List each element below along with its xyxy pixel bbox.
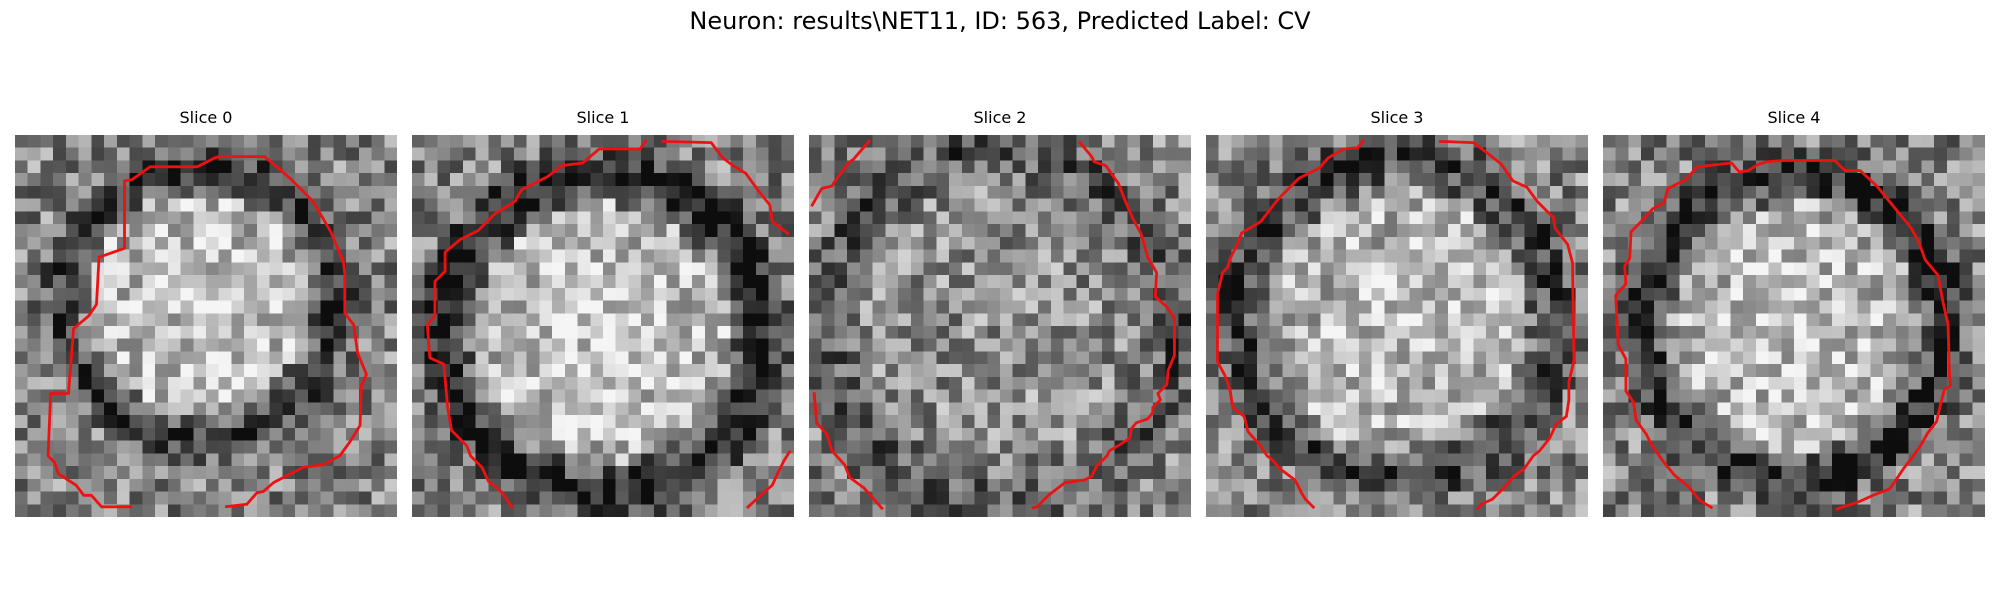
slice-title-3: Slice 3 [1370, 108, 1424, 127]
slice-title-1: Slice 1 [576, 108, 630, 127]
figure-title: Neuron: results\NET11, ID: 563, Predicte… [689, 7, 1311, 35]
contour-line-2 [810, 139, 1176, 511]
contour-line-4 [1614, 159, 1953, 511]
slice-image-4 [1603, 135, 1985, 517]
slice-title-2: Slice 2 [973, 108, 1027, 127]
contour-line-0 [46, 155, 368, 509]
contour-line-3 [1216, 139, 1576, 511]
contour-line-1 [425, 139, 792, 510]
slice-image-0 [15, 135, 397, 517]
slice-image-3 [1206, 135, 1588, 517]
slice-title-4: Slice 4 [1767, 108, 1821, 127]
slice-image-2 [809, 135, 1191, 517]
slice-title-0: Slice 0 [179, 108, 233, 127]
slice-image-1 [412, 135, 794, 517]
